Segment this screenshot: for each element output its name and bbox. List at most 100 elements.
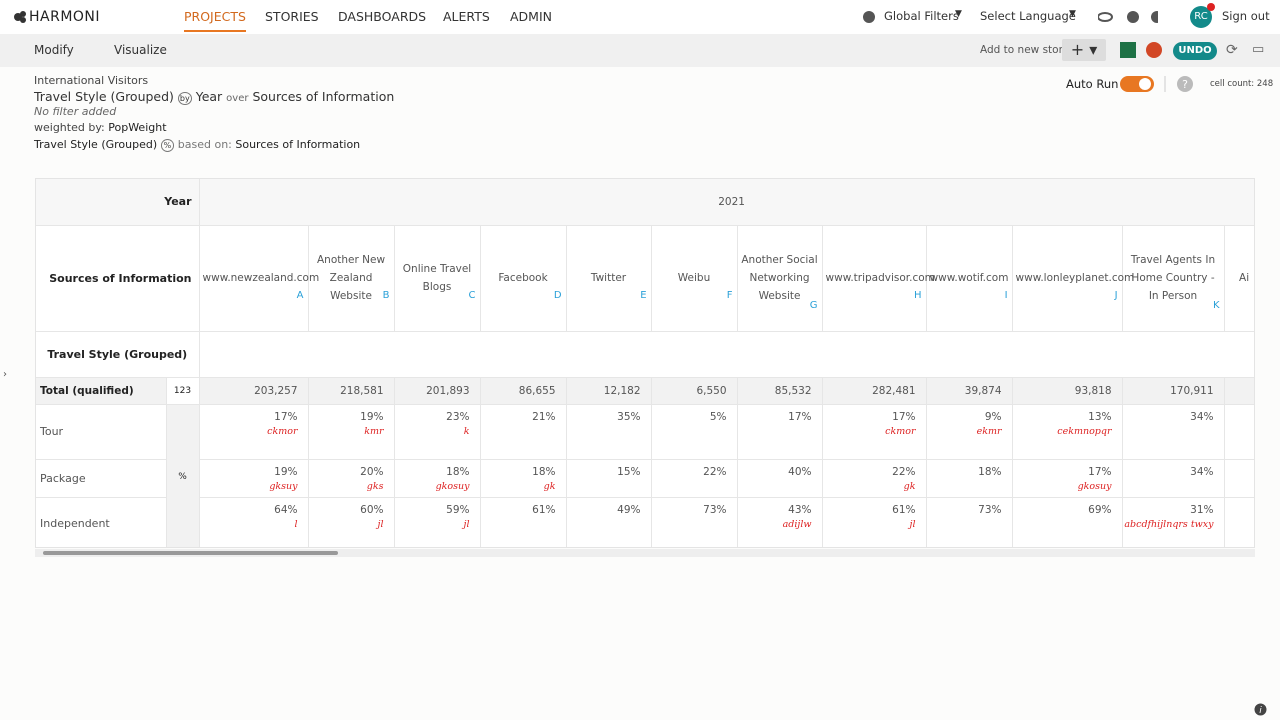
cell: 23% k (394, 404, 481, 460)
add-story[interactable]: Add to new story (980, 44, 1070, 56)
cell-value: 17% (788, 410, 812, 423)
scrollbar[interactable] (35, 549, 1255, 557)
column-header: Weibu F (651, 225, 738, 332)
cell: 15% (566, 459, 652, 498)
cell-value: 18% (978, 465, 1002, 478)
sig-letters: gksuy (269, 480, 298, 492)
sig-letters: ekmr (976, 425, 1002, 437)
cell-value: 17% (1088, 465, 1112, 478)
cell-value: 64% (274, 503, 298, 516)
modify-tab[interactable]: Modify (34, 43, 74, 57)
scroll-thumb[interactable] (43, 551, 338, 555)
column-name: Weibu (677, 272, 711, 284)
cell-value: 35% (617, 410, 641, 423)
based-var: Sources of Information (235, 138, 361, 151)
cell: 49% (566, 497, 652, 547)
total-value: 170,911 (1122, 377, 1225, 405)
row-var-row: Travel Style (Grouped) (36, 331, 1254, 378)
panel-icon[interactable]: ▭ (1252, 42, 1265, 57)
side-toggle[interactable]: › (3, 369, 7, 380)
blank (1224, 459, 1254, 498)
cell: 64% l (199, 497, 309, 547)
language-select[interactable]: Select Language (980, 9, 1076, 23)
cell: 73% (651, 497, 738, 547)
dropdown-caret: ▼ (955, 9, 962, 19)
column-header: Ai (1224, 225, 1254, 332)
cell: 43% adijlw (737, 497, 823, 547)
add-button[interactable]: + ▾ (1062, 39, 1106, 61)
sig-letters: jl (377, 518, 384, 530)
pct-var: Travel Style (Grouped) (34, 138, 158, 151)
cell-value: 9% (984, 410, 1002, 423)
over-word: over (226, 93, 249, 104)
global-filters[interactable]: Global Filters (884, 9, 959, 23)
blank (1224, 497, 1254, 547)
data-row: Independent 64% l 60% jl 59% jl 61% 49% 73% 43% adi… (36, 497, 1254, 547)
sig-letters: cekmnopqr (1057, 425, 1112, 437)
weight-var: PopWeight (108, 121, 167, 134)
sign-out[interactable]: Sign out (1222, 9, 1270, 23)
total-value: 6,550 (651, 377, 738, 405)
nav-item[interactable]: DASHBOARDS (338, 9, 427, 24)
cell: 9% ekmr (926, 404, 1013, 460)
excel-icon[interactable] (1120, 42, 1136, 58)
nav-item[interactable]: ADMIN (510, 9, 552, 24)
cell-value: 13% (1088, 410, 1112, 423)
cell-value: 43% (788, 503, 812, 516)
pct-label: % (166, 404, 200, 547)
refresh-icon[interactable]: ⟳ (1226, 42, 1238, 58)
navbar: HARMONI PROJECTS STORIES DASHBOARDS ALER… (0, 0, 1280, 34)
total-value: 203,257 (199, 377, 309, 405)
column-header: Twitter E (566, 225, 652, 332)
cell: 61% jl (822, 497, 927, 547)
cell: 18% gkosuy (394, 459, 481, 498)
data-row: Package 19% gksuy 20% gks 18% gkosuy 18% gk 15% 22… (36, 459, 1254, 498)
filter-note: No filter added (34, 105, 117, 118)
cell-value: 61% (532, 503, 556, 516)
column-letter: J (1114, 289, 1118, 301)
cell-value: 73% (703, 503, 727, 516)
column-letter: E (640, 289, 647, 301)
column-letter: C (468, 289, 476, 301)
blank (1224, 404, 1254, 460)
toolbar: Modify Visualize Add to new story + ▾ UN… (0, 34, 1280, 67)
column-name: Facebook (498, 272, 548, 284)
icons (1098, 11, 1158, 23)
project-name: International Visitors (34, 74, 149, 87)
cell-value: 34% (1190, 410, 1214, 423)
cell: 61% (480, 497, 567, 547)
cell: 21% (480, 404, 567, 460)
cell-value: 17% (274, 410, 298, 423)
column-name: www.wotif.com (929, 272, 1009, 284)
dropdown-caret: ▼ (1069, 9, 1076, 19)
total-label: Total (qualified) (36, 377, 167, 405)
pct-badge: % (160, 139, 175, 152)
column-name: Twitter (590, 272, 627, 284)
info-icon[interactable]: i (1254, 703, 1267, 716)
cell-value: 17% (892, 410, 916, 423)
column-letter: H (913, 289, 922, 301)
sig-letters: abcdfhijlnqrs twxy (1124, 518, 1214, 530)
avatar[interactable]: RC (1190, 6, 1212, 28)
year-value: 2021 (199, 179, 1254, 226)
sig-letters: jl (463, 518, 470, 530)
auto-run-controls[interactable]: ? (1120, 74, 1200, 94)
ppt-icon[interactable] (1146, 42, 1162, 58)
sig-letters: l (294, 518, 298, 530)
cell: 34% (1122, 459, 1225, 498)
cell: 13% cekmnopqr (1012, 404, 1123, 460)
undo-button[interactable]: UNDO (1173, 42, 1217, 60)
sig-letters: gk (903, 480, 916, 492)
notification-dot (1207, 3, 1215, 11)
nav-item[interactable]: STORIES (265, 9, 319, 24)
nav-item[interactable]: ALERTS (443, 9, 490, 24)
visualize-tab[interactable]: Visualize (114, 43, 167, 57)
column-letter: F (726, 289, 733, 301)
by-badge: by (177, 92, 192, 105)
sig-letters: ckmor (885, 425, 916, 437)
column-header: www.wotif.com I (926, 225, 1013, 332)
nav-item[interactable]: PROJECTS (184, 9, 246, 32)
cols-var: Year (195, 89, 223, 104)
column-header: www.newzealand.com A (199, 225, 319, 332)
cell-value: 61% (892, 503, 916, 516)
